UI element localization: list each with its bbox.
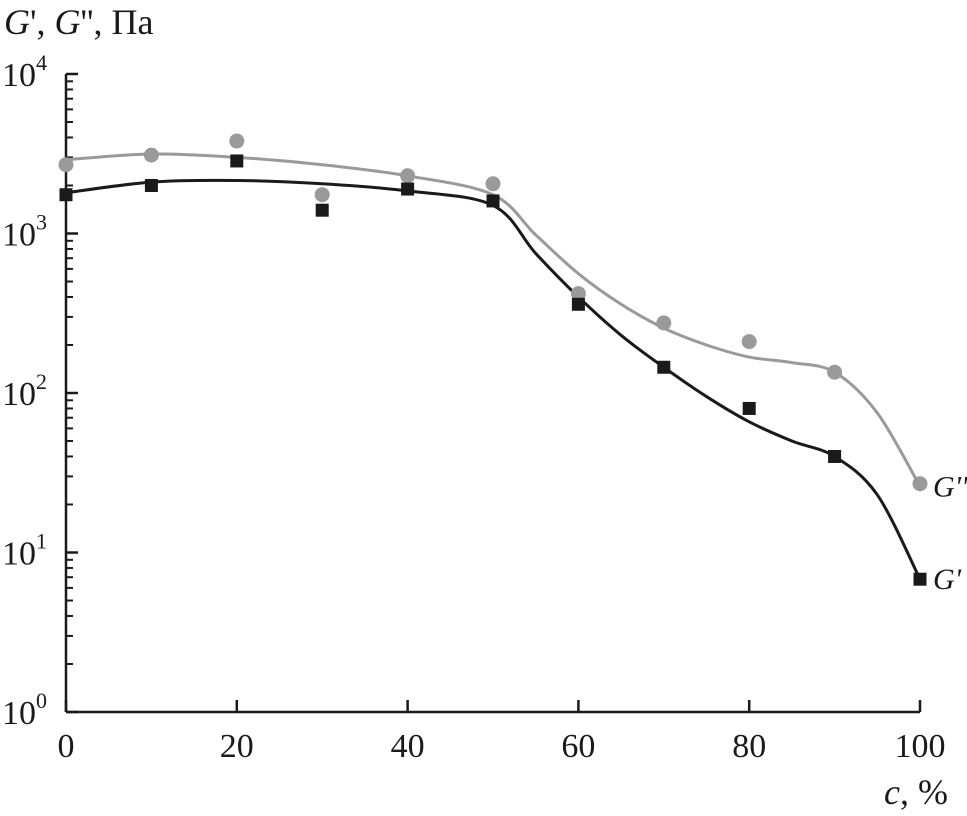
point-circle xyxy=(143,147,159,163)
series-labels: G'' G' xyxy=(933,470,967,596)
data-points xyxy=(58,133,928,586)
point-square xyxy=(571,297,585,311)
point-square xyxy=(59,188,73,202)
point-circle xyxy=(912,476,928,492)
y-ticks: 100 101 102 103 104 xyxy=(2,50,78,732)
fit-curve xyxy=(65,178,922,580)
point-circle xyxy=(656,315,672,331)
point-square xyxy=(486,194,500,208)
point-square xyxy=(315,203,329,217)
point-square xyxy=(230,154,244,168)
y-tick-label: 101 xyxy=(2,529,47,573)
fit-curves xyxy=(65,152,922,580)
axes xyxy=(64,74,920,714)
y-tick-label: 104 xyxy=(2,50,47,94)
x-tick-label: 20 xyxy=(220,728,254,765)
x-ticks: 0 20 40 60 80 100 xyxy=(58,700,946,765)
y-tick-label: 102 xyxy=(2,369,47,413)
point-circle xyxy=(229,133,245,149)
x-tick-label: 40 xyxy=(391,728,425,765)
point-square xyxy=(144,178,158,192)
series-label: G'' xyxy=(933,470,967,503)
point-square xyxy=(742,401,756,415)
x-tick-label: 80 xyxy=(732,728,766,765)
x-tick-label: 60 xyxy=(561,728,595,765)
point-square xyxy=(828,449,842,463)
point-circle xyxy=(741,334,757,350)
point-circle xyxy=(314,187,330,203)
point-square xyxy=(401,182,415,196)
x-axis-title: c, % xyxy=(884,772,948,812)
point-circle xyxy=(485,176,501,192)
y-tick-label: 100 xyxy=(2,688,47,732)
point-square xyxy=(913,572,927,586)
x-tick-label: 0 xyxy=(58,728,75,765)
y-axis-title: G', G'', Па xyxy=(4,2,153,42)
point-circle xyxy=(827,364,843,380)
x-tick-label: 100 xyxy=(895,728,946,765)
fit-curve xyxy=(65,152,922,488)
point-square xyxy=(657,360,671,374)
y-tick-label: 103 xyxy=(2,210,47,254)
point-circle xyxy=(58,157,74,173)
series-label: G' xyxy=(933,563,962,596)
point-circle xyxy=(400,168,416,184)
point-circle xyxy=(570,286,586,302)
